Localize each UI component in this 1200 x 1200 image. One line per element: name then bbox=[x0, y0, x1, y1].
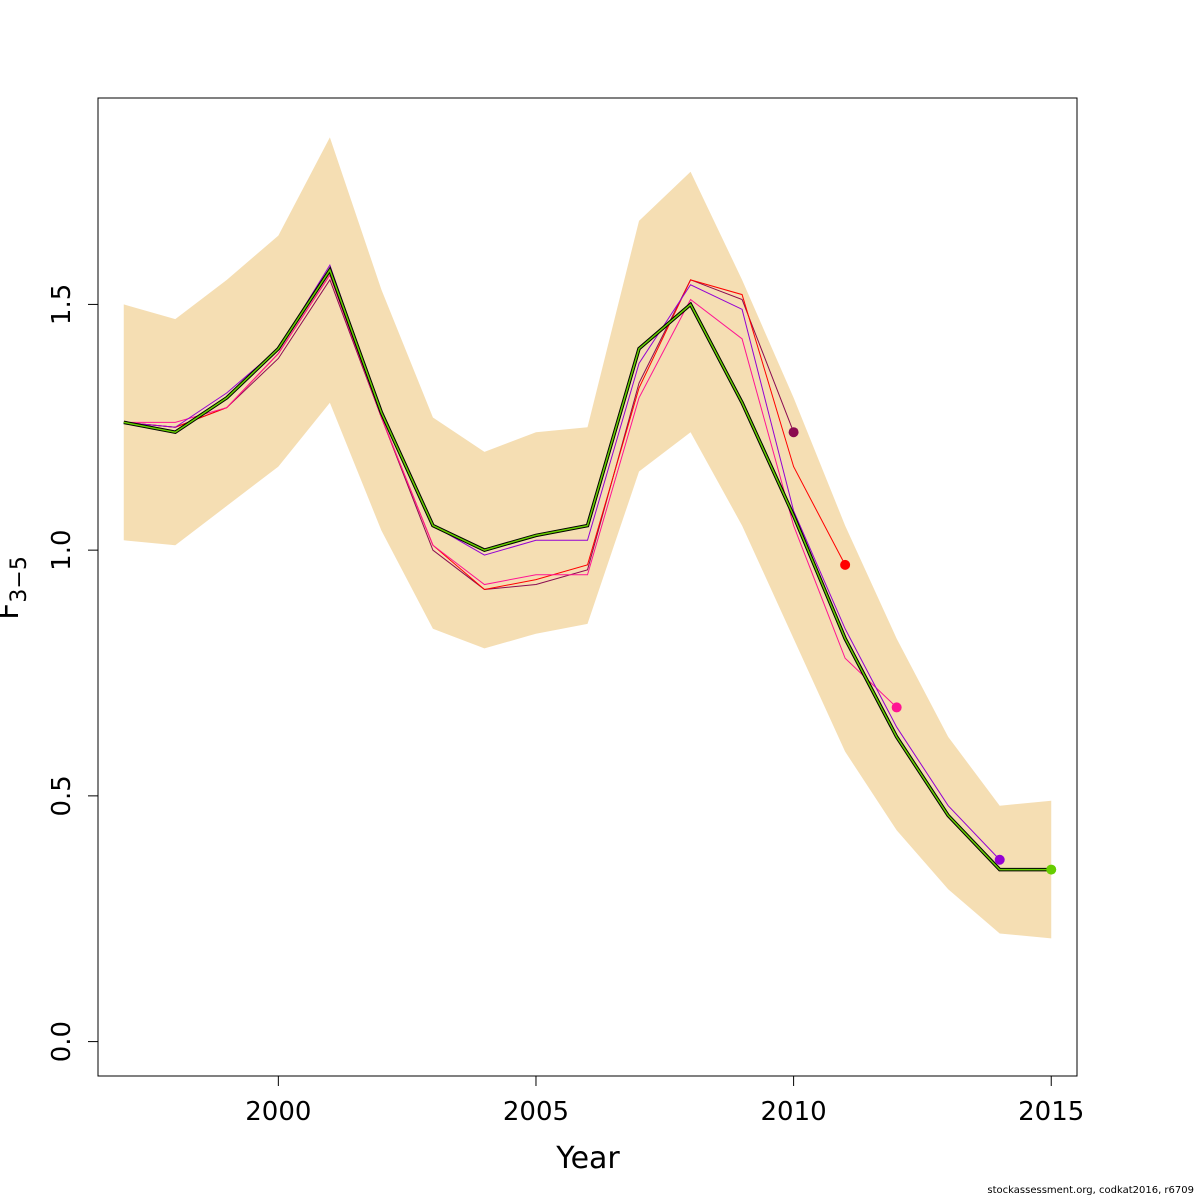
y-tick-label: 1.5 bbox=[47, 284, 77, 325]
x-tick-label: 2005 bbox=[503, 1097, 569, 1127]
x-axis: 2000 2005 2010 2015 bbox=[245, 1075, 1084, 1127]
series-endpoint-3 bbox=[891, 702, 902, 713]
series-line-6 bbox=[123, 268, 1052, 871]
series-endpoint-4 bbox=[994, 854, 1005, 865]
y-axis-title: F3−5 bbox=[0, 556, 32, 620]
series-line-3 bbox=[123, 273, 898, 708]
confidence-band bbox=[123, 137, 1052, 939]
confidence-band-layer bbox=[123, 137, 1052, 939]
series-endpoint-2 bbox=[840, 559, 851, 570]
y-tick-label: 0.5 bbox=[47, 775, 77, 816]
x-axis-title: Year bbox=[555, 1141, 620, 1176]
x-tick-label: 2000 bbox=[245, 1097, 311, 1127]
y-axis-title-main: F bbox=[0, 603, 26, 620]
y-tick-label: 0.0 bbox=[47, 1021, 77, 1062]
series-endpoint-6 bbox=[1046, 864, 1057, 875]
y-axis-title-subscript: 3−5 bbox=[7, 556, 32, 602]
y-axis: 0.0 0.5 1.0 1.5 bbox=[47, 284, 99, 1062]
x-tick-label: 2015 bbox=[1018, 1097, 1084, 1127]
series-layer bbox=[123, 263, 1057, 875]
footer-credit: stockassessment.org, codkat2016, r6709 bbox=[987, 1185, 1194, 1196]
y-tick-label: 1.0 bbox=[47, 529, 77, 570]
x-tick-label: 2010 bbox=[761, 1097, 827, 1127]
series-endpoint-1 bbox=[788, 427, 799, 438]
